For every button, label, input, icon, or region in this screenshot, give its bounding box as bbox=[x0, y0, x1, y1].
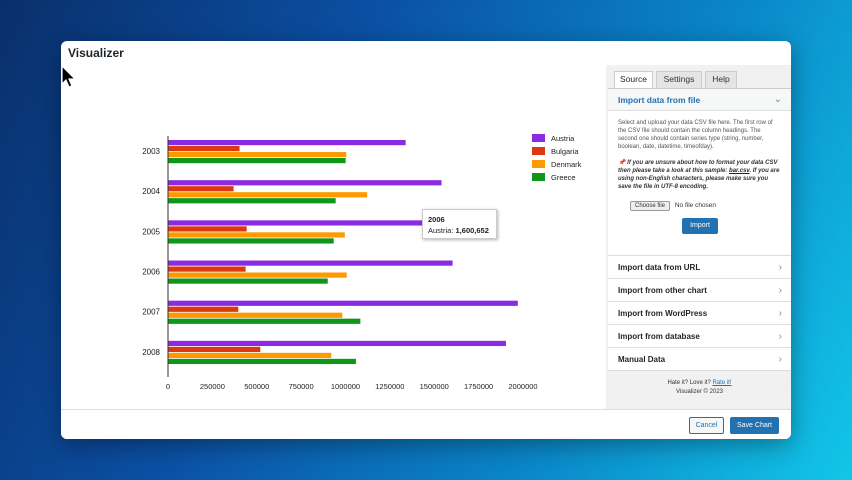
y-tick-label: 2003 bbox=[142, 147, 160, 156]
accordion-label: Import from database bbox=[618, 332, 700, 341]
bar-bulgaria-2005 bbox=[168, 226, 247, 232]
legend-label-greece: Greece bbox=[551, 173, 576, 182]
accordion-manual-data[interactable]: Manual Data › bbox=[608, 348, 791, 371]
bar-denmark-2005 bbox=[168, 232, 345, 238]
bar-greece-2005 bbox=[168, 238, 334, 244]
bar-greece-2006 bbox=[168, 278, 328, 284]
bar-bulgaria-2003 bbox=[168, 146, 240, 152]
x-tick-label: 1750000 bbox=[464, 382, 493, 391]
import-file-header[interactable]: Import data from file ⌄ bbox=[608, 89, 791, 111]
bar-denmark-2008 bbox=[168, 352, 332, 359]
x-tick-label: 1500000 bbox=[420, 382, 449, 391]
x-tick-label: 1000000 bbox=[331, 382, 360, 391]
bar-greece-2003 bbox=[168, 158, 346, 164]
y-tick-label: 2006 bbox=[142, 268, 160, 277]
bar-denmark-2006 bbox=[168, 272, 347, 278]
import-button[interactable]: Import bbox=[682, 218, 718, 234]
bar-austria-2007 bbox=[168, 300, 518, 306]
tooltip-year: 2006 bbox=[428, 215, 445, 224]
accordion-label: Import data from URL bbox=[618, 263, 701, 272]
legend-swatch-austria bbox=[532, 134, 545, 142]
choose-file-button[interactable]: Choose file bbox=[630, 201, 671, 211]
mouse-cursor-icon bbox=[61, 65, 77, 88]
bar-bulgaria-2007 bbox=[168, 306, 239, 312]
bar-austria-2003 bbox=[168, 140, 406, 146]
x-tick-label: 500000 bbox=[244, 382, 269, 391]
y-tick-label: 2008 bbox=[142, 348, 160, 357]
x-tick-label: 750000 bbox=[289, 382, 314, 391]
tooltip-value: 1,600,652 bbox=[455, 226, 489, 235]
settings-sidebar: Source Settings Help Import data from fi… bbox=[608, 69, 791, 409]
chevron-right-icon: › bbox=[778, 262, 782, 273]
import-file-body: Select and upload your data CSV file her… bbox=[608, 111, 791, 256]
chart-area: 2003 2004 2005 2006 2007 2008 0 250000 500000 750… bbox=[61, 65, 606, 409]
bar-austria-2004 bbox=[168, 180, 442, 186]
bar-austria-2005 bbox=[168, 220, 449, 226]
tab-settings[interactable]: Settings bbox=[656, 71, 702, 88]
legend-swatch-bulgaria bbox=[532, 147, 545, 155]
tooltip-series: Austria: bbox=[428, 226, 456, 235]
legend-label-denmark: Denmark bbox=[551, 160, 582, 169]
modal-body: 2003 2004 2005 2006 2007 2008 0 250000 500000 750… bbox=[61, 65, 791, 409]
bar-austria-2006 bbox=[168, 260, 453, 266]
copyright: Visualizer © 2023 bbox=[675, 389, 723, 395]
visualizer-modal: Visualizer 2003 2004 2005 2006 2007 2008 0 2500… bbox=[61, 41, 791, 439]
accordion-import-database[interactable]: Import from database › bbox=[608, 325, 791, 348]
save-chart-button[interactable]: Save Chart bbox=[730, 417, 779, 434]
bar-denmark-2003 bbox=[168, 152, 347, 158]
bar-bulgaria-2004 bbox=[168, 186, 234, 192]
accordion-import-wordpress[interactable]: Import from WordPress › bbox=[608, 302, 791, 325]
chevron-right-icon: › bbox=[778, 285, 782, 296]
file-input[interactable]: Choose file No file chosen bbox=[618, 201, 781, 211]
chart-tooltip: 2006 Austria: 1,600,652 bbox=[422, 209, 497, 239]
sample-csv-link[interactable]: bar.csv bbox=[729, 168, 750, 174]
x-tick-label: 2000000 bbox=[508, 382, 537, 391]
chevron-up-icon: ⌄ bbox=[773, 94, 782, 105]
rate-link[interactable]: Rate it! bbox=[712, 380, 732, 386]
bar-austria-2008 bbox=[168, 340, 506, 347]
cancel-button[interactable]: Cancel bbox=[689, 417, 724, 434]
x-tick-label: 250000 bbox=[200, 382, 225, 391]
note-suffix: . If you are using non-English character… bbox=[618, 168, 780, 190]
import-help-text: Select and upload your data CSV file her… bbox=[618, 120, 773, 150]
chevron-right-icon: › bbox=[778, 354, 782, 365]
bar-greece-2008 bbox=[168, 358, 356, 365]
bar-bulgaria-2006 bbox=[168, 266, 246, 272]
note-prefix: If you are unsure about how to format yo… bbox=[618, 160, 778, 174]
tab-source[interactable]: Source bbox=[614, 71, 653, 89]
bar-bulgaria-2008 bbox=[168, 346, 261, 353]
modal-title: Visualizer bbox=[68, 46, 124, 60]
legend-swatch-denmark bbox=[532, 160, 545, 168]
source-panel: Import data from file ⌄ Select and uploa… bbox=[608, 88, 791, 371]
bar-greece-2007 bbox=[168, 318, 361, 324]
no-file-text: No file chosen bbox=[674, 202, 717, 209]
legend-label-austria: Austria bbox=[551, 134, 575, 143]
y-tick-label: 2007 bbox=[142, 308, 160, 317]
accordion-label: Import from other chart bbox=[618, 286, 707, 295]
bar-chart: 2003 2004 2005 2006 2007 2008 0 250000 500000 750… bbox=[142, 134, 582, 391]
x-tick-label: 0 bbox=[166, 382, 170, 391]
accordion-label: Import from WordPress bbox=[618, 309, 708, 318]
accordion-import-other-chart[interactable]: Import from other chart › bbox=[608, 279, 791, 302]
chevron-right-icon: › bbox=[778, 331, 782, 342]
x-tick-label: 1250000 bbox=[375, 382, 404, 391]
tab-help[interactable]: Help bbox=[705, 71, 737, 88]
rate-note: Hate it? Love it? Rate it! Visualizer © … bbox=[608, 379, 791, 397]
sidebar-tabs: Source Settings Help bbox=[608, 69, 791, 89]
bar-greece-2004 bbox=[168, 198, 336, 204]
import-file-title: Import data from file bbox=[618, 95, 701, 105]
accordion-label: Manual Data bbox=[618, 355, 666, 364]
rate-prefix: Hate it? Love it? bbox=[667, 380, 713, 386]
chevron-right-icon: › bbox=[778, 308, 782, 319]
pin-icon: 📌 bbox=[618, 160, 626, 166]
bar-denmark-2004 bbox=[168, 192, 368, 198]
accordion-import-url[interactable]: Import data from URL › bbox=[608, 256, 791, 279]
legend-label-bulgaria: Bulgaria bbox=[551, 147, 579, 156]
y-tick-label: 2005 bbox=[142, 227, 160, 236]
modal-footer: Cancel Save Chart bbox=[61, 409, 791, 439]
bar-denmark-2007 bbox=[168, 312, 343, 318]
legend-swatch-greece bbox=[532, 173, 545, 181]
import-note: 📌 If you are unsure about how to format … bbox=[618, 159, 781, 191]
y-tick-label: 2004 bbox=[142, 187, 160, 196]
